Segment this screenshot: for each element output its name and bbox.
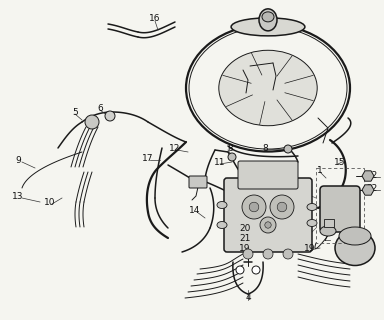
Ellipse shape [307, 220, 317, 227]
FancyBboxPatch shape [238, 161, 298, 189]
Text: 3: 3 [192, 180, 198, 189]
Text: 10: 10 [44, 197, 56, 206]
Text: 6: 6 [97, 103, 103, 113]
Ellipse shape [217, 202, 227, 209]
Text: 21: 21 [239, 234, 251, 243]
Ellipse shape [339, 227, 371, 245]
Ellipse shape [262, 12, 274, 22]
Ellipse shape [219, 50, 317, 126]
Circle shape [277, 202, 287, 212]
Text: 19: 19 [239, 244, 251, 252]
Text: 18: 18 [279, 205, 291, 214]
Circle shape [228, 153, 236, 161]
Text: 20: 20 [239, 223, 251, 233]
Text: 22: 22 [366, 171, 377, 180]
Circle shape [263, 249, 273, 259]
Ellipse shape [217, 221, 227, 228]
Circle shape [236, 266, 244, 274]
Text: 9: 9 [15, 156, 21, 164]
FancyBboxPatch shape [224, 178, 312, 252]
Text: 16: 16 [149, 13, 161, 22]
FancyBboxPatch shape [324, 219, 334, 227]
Ellipse shape [307, 204, 317, 211]
Text: 4: 4 [245, 293, 251, 302]
Text: 13: 13 [12, 191, 24, 201]
Circle shape [284, 145, 292, 153]
Text: 14: 14 [189, 205, 201, 214]
Text: 7: 7 [322, 234, 328, 243]
Ellipse shape [231, 18, 305, 36]
Circle shape [265, 222, 271, 228]
Text: 8: 8 [227, 143, 233, 153]
Text: 19: 19 [304, 244, 316, 252]
Circle shape [85, 115, 99, 129]
Text: 11: 11 [214, 157, 226, 166]
Polygon shape [362, 171, 374, 181]
Polygon shape [362, 185, 374, 195]
Circle shape [270, 195, 294, 219]
Circle shape [243, 249, 253, 259]
Text: 2: 2 [322, 223, 328, 233]
Ellipse shape [259, 9, 277, 31]
Circle shape [105, 111, 115, 121]
Ellipse shape [320, 226, 336, 236]
Circle shape [252, 266, 260, 274]
Ellipse shape [335, 230, 375, 266]
Text: 1: 1 [317, 165, 323, 174]
Text: 8: 8 [262, 143, 268, 153]
FancyBboxPatch shape [189, 176, 207, 188]
FancyBboxPatch shape [320, 186, 360, 232]
Circle shape [249, 202, 259, 212]
Circle shape [242, 195, 266, 219]
Text: 5: 5 [72, 108, 78, 116]
Circle shape [260, 217, 276, 233]
Circle shape [283, 249, 293, 259]
Text: 15: 15 [334, 157, 346, 166]
Bar [316, 168, 364, 243]
Text: 17: 17 [142, 154, 154, 163]
Text: 22: 22 [366, 183, 377, 193]
Text: 12: 12 [169, 143, 181, 153]
